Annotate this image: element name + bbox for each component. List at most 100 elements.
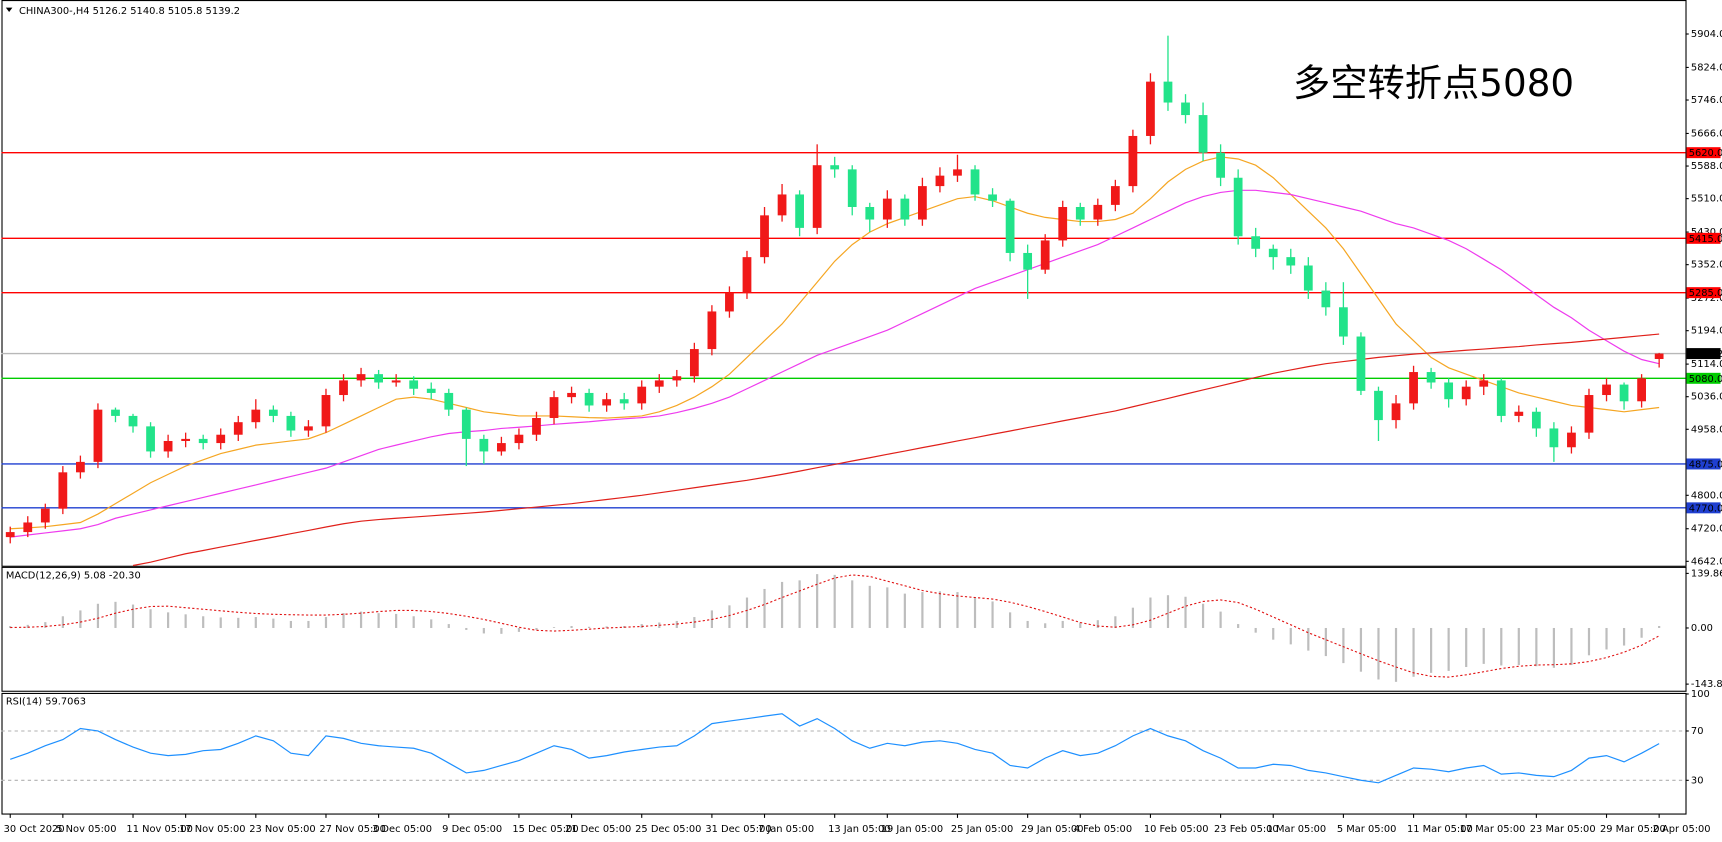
annotation: 多空转折点5080 (1293, 61, 1574, 105)
candle-body (1075, 206, 1085, 220)
menu-icon[interactable] (5, 7, 13, 13)
histogram-bar (1359, 627, 1363, 672)
histogram-bar (149, 609, 152, 628)
candle-body (5, 532, 15, 538)
candle-body (1023, 252, 1033, 270)
candle-body (865, 206, 875, 220)
macd-title: MACD(12,26,9) 5.08 -20.30 (6, 571, 141, 582)
histogram-bar (588, 626, 591, 628)
histogram-bar (44, 622, 47, 628)
y-tick-label: 100 (1691, 689, 1710, 700)
candle-body (40, 508, 50, 523)
y-tick-label: 139.86 (1691, 568, 1722, 579)
macd-frame (1, 566, 1687, 692)
x-tick-label: 1 Mar 05:00 (1267, 824, 1327, 835)
signal-line (10, 574, 1660, 678)
histogram-bar (1237, 624, 1240, 628)
histogram-bar (1517, 627, 1520, 666)
histogram-bar (184, 614, 187, 628)
histogram-bar (903, 593, 906, 628)
histogram-bar (359, 611, 363, 628)
candle-body (1146, 81, 1155, 136)
candle-body (1251, 236, 1261, 249)
y-tick-label: 5352.0 (1691, 260, 1722, 271)
candle-body (584, 392, 594, 406)
candle-body (707, 311, 717, 350)
histogram-bar (237, 617, 240, 628)
price-title: CHINA300-,H4 5126.2 5140.8 5105.8 5139.2 (19, 6, 240, 17)
candle-body (1058, 206, 1068, 241)
candle-body (128, 415, 138, 427)
candle-body (1110, 186, 1120, 205)
candle-body (689, 349, 699, 377)
candle-body (619, 399, 629, 404)
histogram-bar (1447, 627, 1450, 671)
level-box (1686, 458, 1721, 470)
candle-body (514, 434, 524, 444)
candle-body (1374, 390, 1383, 421)
histogram-bar (1131, 607, 1134, 628)
x-tick-label: 11 Mar 05:00 (1407, 824, 1473, 835)
histogram-bar (570, 626, 573, 628)
histogram-bar (412, 616, 415, 628)
level-label: 4770.0 (1689, 503, 1722, 514)
candle-body (637, 386, 647, 404)
y-tick-label: 5510.0 (1691, 194, 1722, 205)
level-box (1686, 232, 1721, 244)
level-label: 5415.0 (1689, 234, 1722, 245)
histogram-bar (1096, 620, 1099, 628)
histogram-bar (377, 613, 380, 628)
candle-body (374, 374, 383, 383)
candle-body (777, 194, 787, 216)
candle-body (918, 186, 927, 220)
x-tick-label: 9 Dec 05:00 (442, 824, 502, 835)
histogram-bar (1430, 627, 1433, 673)
histogram-bar (1044, 623, 1047, 628)
y-tick-label: 5114.0 (1691, 359, 1722, 370)
candle-body (1426, 372, 1436, 383)
histogram-bar (1605, 627, 1608, 650)
histogram-bar (973, 597, 977, 628)
x-tick-label: 10 Feb 05:00 (1144, 824, 1209, 835)
x-tick-label: 19 Jan 05:00 (881, 824, 943, 835)
candle-body (216, 434, 226, 444)
histogram-bar (1587, 627, 1591, 656)
x-tick-label: 2 Apr 05:00 (1653, 824, 1711, 835)
moving-average (10, 189, 1660, 538)
candle-body (1549, 428, 1559, 448)
histogram-bar (1184, 596, 1187, 628)
moving-average (10, 156, 1660, 530)
x-tick-label: 21 Dec 05:00 (565, 824, 631, 835)
candle-body (1514, 411, 1524, 416)
candle-body (847, 169, 857, 207)
candle-body (93, 409, 103, 462)
candle-body (233, 422, 243, 435)
y-tick-label: 5036.0 (1691, 392, 1722, 403)
candle-body (1356, 336, 1366, 391)
histogram-bar (465, 627, 468, 630)
candle-body (725, 292, 734, 312)
moving-average (132, 333, 1660, 567)
histogram-bar (798, 580, 801, 628)
x-tick-label: 25 Jan 05:00 (951, 824, 1013, 835)
candle-body (426, 388, 436, 393)
candle-body (830, 165, 840, 170)
rsi-line (10, 713, 1660, 784)
candle-body (602, 399, 612, 406)
histogram-bar (956, 592, 959, 628)
histogram-bar (1149, 597, 1152, 628)
y-tick-label: 5430.0 (1691, 227, 1722, 238)
candle-body (409, 380, 419, 389)
x-tick-label: 17 Mar 05:00 (1460, 824, 1526, 835)
candle-body (461, 409, 471, 439)
level-label: 5139.2 (1689, 349, 1722, 360)
candle-body (1128, 135, 1138, 187)
candle-body (356, 374, 366, 381)
histogram-bar (500, 627, 503, 634)
candle-body (339, 380, 348, 396)
histogram-bar (1342, 627, 1345, 664)
histogram-bar (1622, 627, 1626, 646)
histogram-bar (254, 617, 257, 628)
histogram-bar (219, 617, 222, 628)
